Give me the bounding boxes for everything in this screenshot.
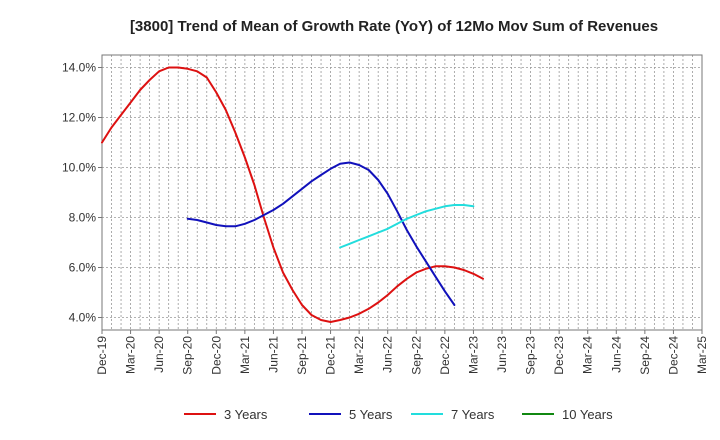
x-tick-label: Sep-23: [524, 336, 538, 375]
legend: 3 Years 5 Years 7 Years 10 Years: [184, 407, 613, 422]
x-tick-label: Mar-23: [466, 336, 480, 374]
x-tick-label: Jun-23: [495, 336, 509, 373]
x-tick-label: Sep-21: [295, 336, 309, 375]
x-tick-label: Dec-24: [666, 336, 680, 375]
x-tick-label: Sep-22: [409, 336, 423, 375]
y-tick-label: 14.0%: [62, 61, 96, 75]
x-tick-label: Dec-22: [438, 336, 452, 375]
x-tick-label: Dec-19: [95, 336, 109, 375]
x-tick-label: Jun-21: [266, 336, 280, 373]
y-tick-label: 6.0%: [69, 261, 97, 275]
chart-title: [3800] Trend of Mean of Growth Rate (YoY…: [130, 18, 658, 35]
y-tick-label: 8.0%: [69, 211, 97, 225]
y-tick-label: 12.0%: [62, 111, 96, 125]
x-tick-label: Jun-24: [609, 336, 623, 373]
series-line-3-years: [101, 66, 484, 323]
x-tick-label: Jun-20: [152, 336, 166, 373]
x-tick-label: Mar-25: [695, 336, 709, 374]
legend-label-3-years: 3 Years: [224, 407, 268, 422]
x-axis: Dec-19 Mar-20 Jun-20 Sep-20 Dec-20 Mar-21 Jun-…: [95, 330, 709, 375]
x-tick-label: Jun-22: [381, 336, 395, 373]
x-tick-label: Mar-20: [124, 336, 138, 374]
y-axis: 4.0% 6.0% 8.0% 10.0% 12.0% 14.0%: [62, 61, 102, 325]
x-tick-label: Sep-20: [181, 336, 195, 375]
x-tick-label: Dec-21: [324, 336, 338, 375]
series-lines: [101, 66, 484, 323]
legend-label-7-years: 7 Years: [451, 407, 495, 422]
legend-label-5-years: 5 Years: [349, 407, 393, 422]
x-tick-label: Mar-22: [352, 336, 366, 374]
x-tick-label: Dec-20: [209, 336, 223, 375]
series-line-5-years: [186, 161, 456, 306]
x-tick-label: Dec-23: [552, 336, 566, 375]
series-line-7-years: [339, 204, 475, 249]
x-tick-label: Mar-24: [581, 336, 595, 374]
legend-label-10-years: 10 Years: [562, 407, 613, 422]
x-tick-label: Sep-24: [638, 336, 652, 375]
y-tick-label: 10.0%: [62, 161, 96, 175]
x-tick-label: Mar-21: [238, 336, 252, 374]
grid: [102, 55, 702, 330]
plot-area: [101, 54, 703, 331]
y-tick-label: 4.0%: [69, 311, 97, 325]
